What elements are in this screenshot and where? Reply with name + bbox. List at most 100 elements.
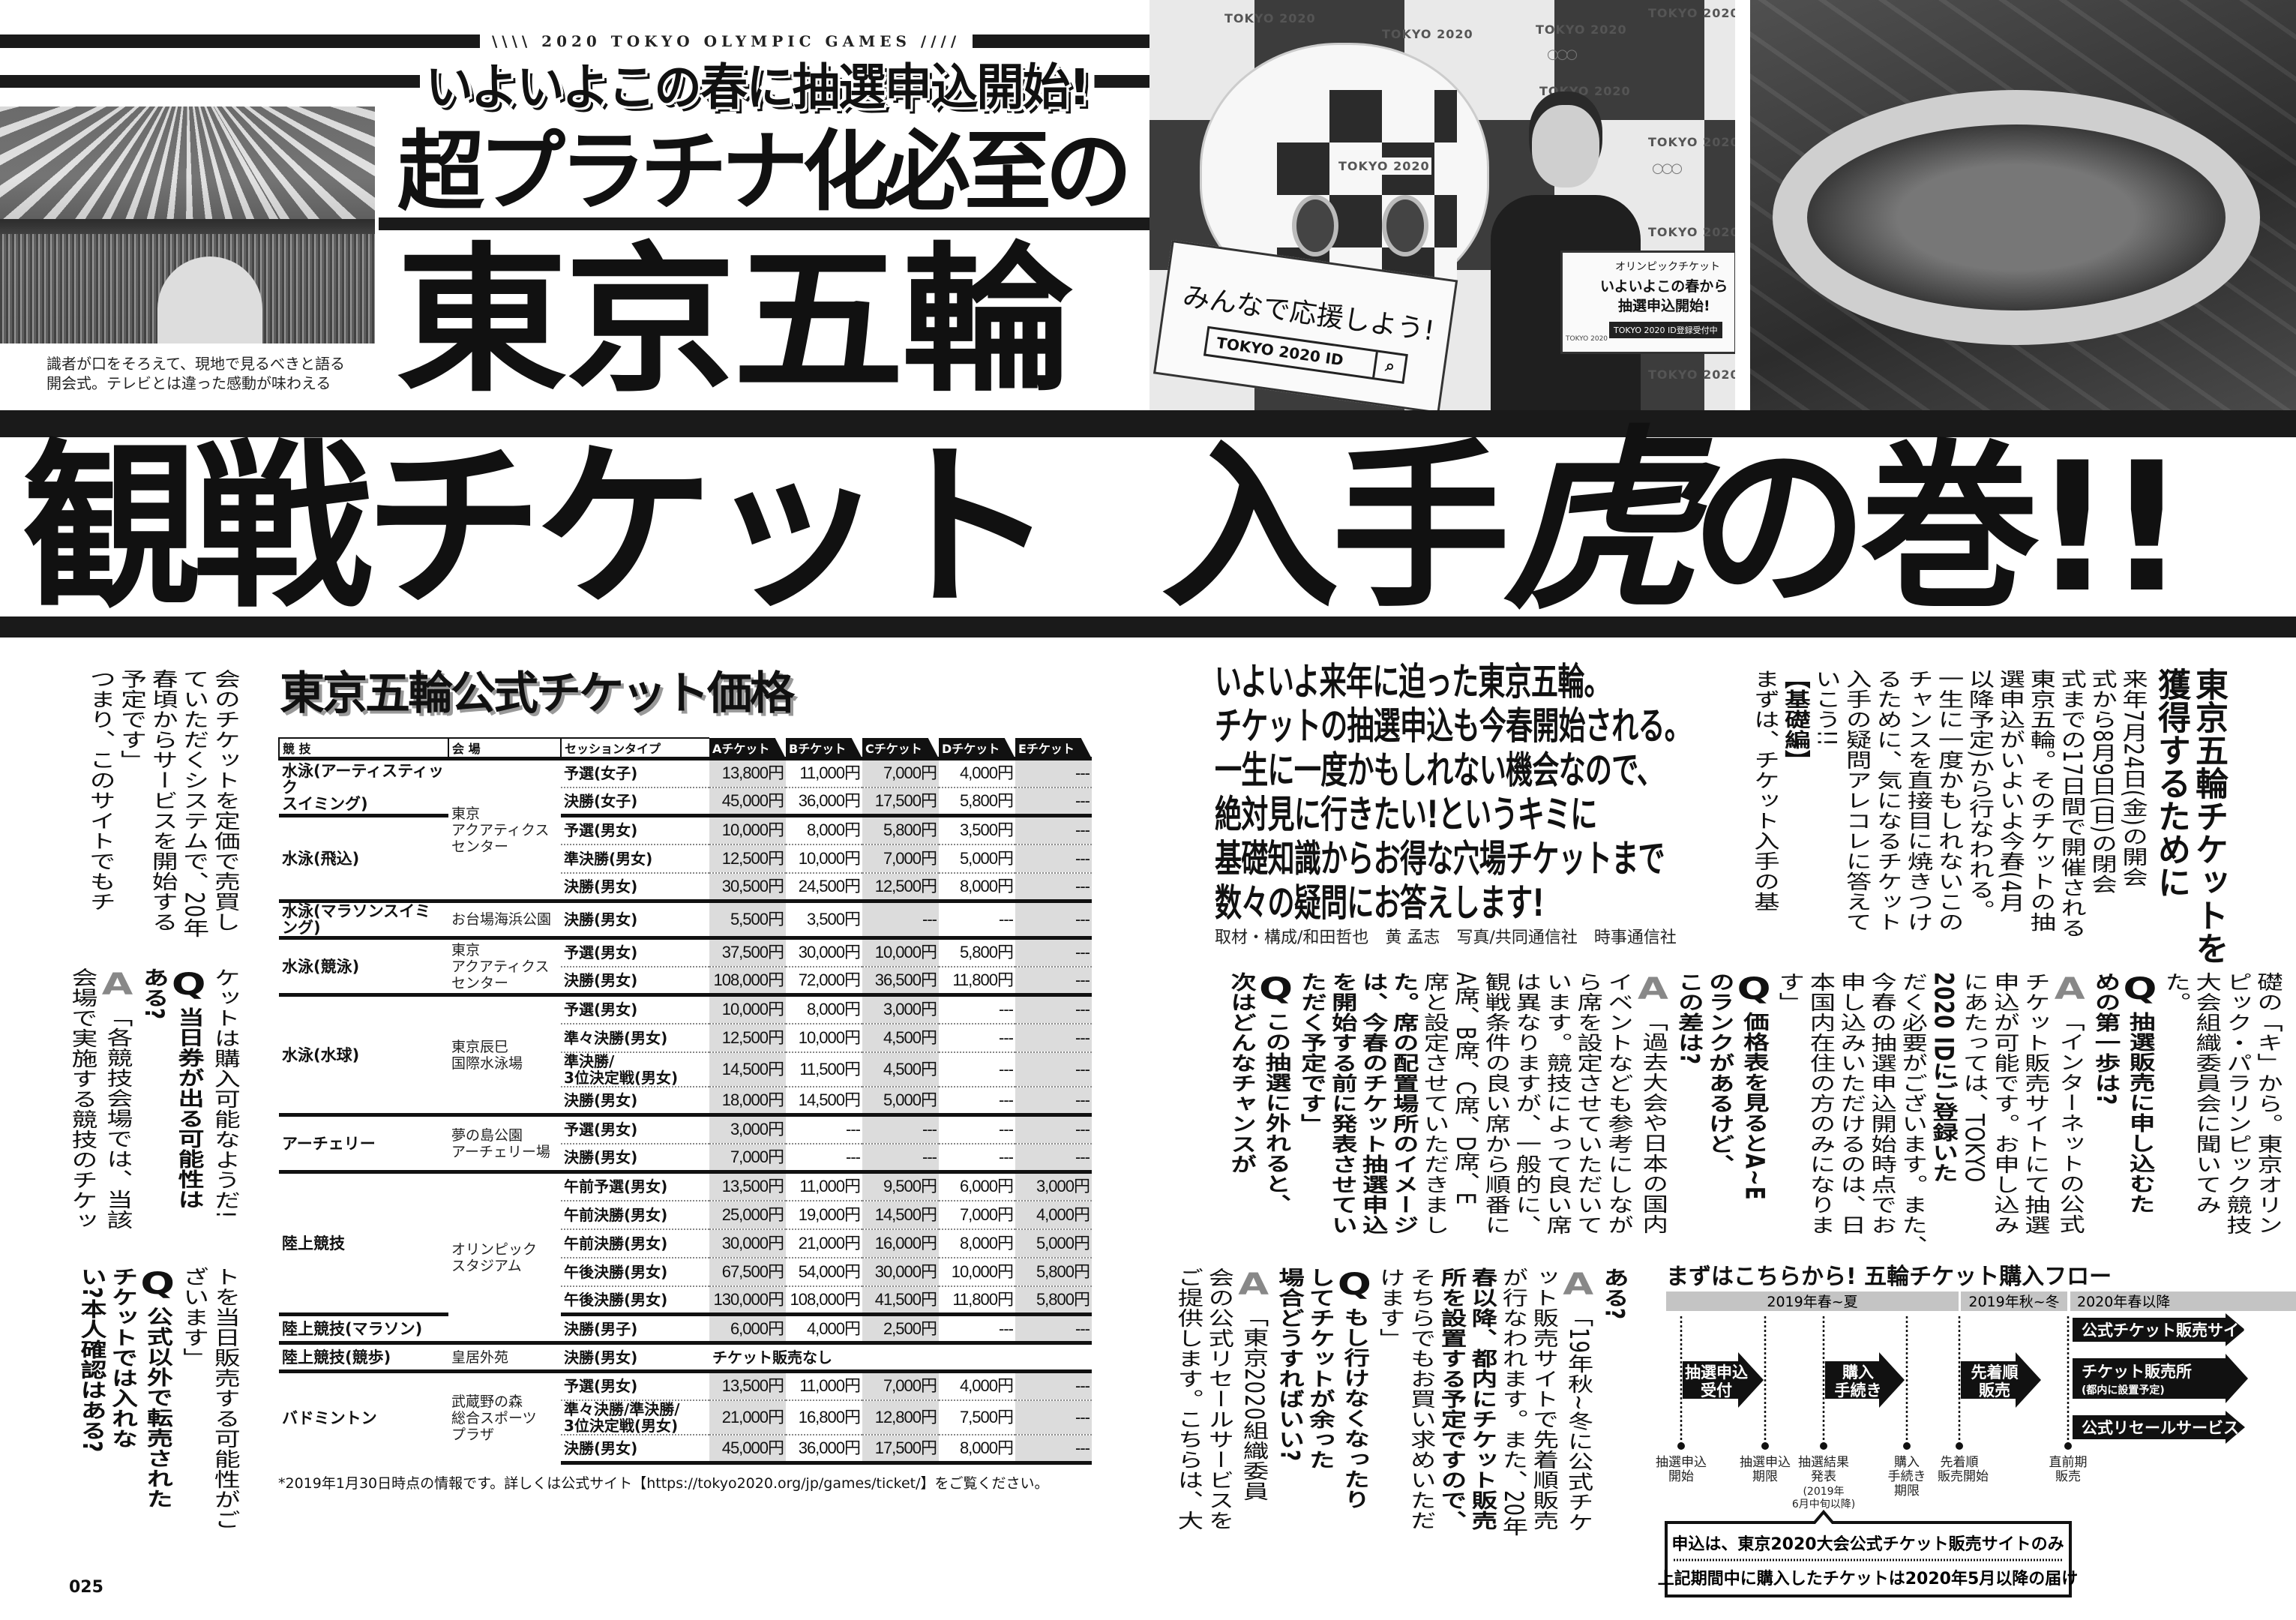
session-cell: 準決勝/ 3位決定戦(男女) [561, 1052, 709, 1088]
price-cell: --- [939, 1143, 1015, 1173]
article-text-intro: 来年7月24日(金)の開会 式から8月9日(日)の閉会 式までの17日間で開催される… [1749, 669, 2148, 938]
session-cell: 午前決勝(男女) [561, 1200, 709, 1230]
text-column: 予定です」 [115, 669, 147, 938]
text-column: 春頃からサービスを開始する [146, 669, 178, 938]
price-cell: --- [1015, 1143, 1092, 1173]
price-cell: --- [786, 1113, 862, 1144]
price-cell: 4,000円 [939, 1370, 1015, 1401]
backdrop-logo: TOKYO 2020 [1382, 27, 1473, 41]
text-column: いこう!! [1810, 669, 1841, 938]
price-cell: 7,000円 [862, 1370, 939, 1401]
price-cell: 17,500円 [862, 787, 939, 817]
column-text: ット販売サイトで先着順販売 [1528, 1268, 1559, 1531]
column-text: 席と設定させていただきまし [1419, 972, 1449, 1235]
session-cell: 決勝(男女) [561, 1341, 709, 1372]
text-column: 選申込がいよいよ今春(4月 [1994, 669, 2025, 938]
question-marker: Q [134, 1267, 181, 1302]
column-text: 東京五輪。そのチケットの抽 [2025, 669, 2056, 932]
column-text: るために、気になるチケット [1872, 669, 1902, 932]
stadium-aerial-photo [1750, 0, 2296, 410]
venue-cell: 皇居外苑 [448, 1341, 561, 1372]
text-column: 申し込みいただけるのは、日 [1835, 972, 1866, 1256]
milestone-note: (2019年 [1803, 1486, 1844, 1498]
column-text: が行なわれます。また、20年 [1497, 1268, 1528, 1538]
price-cell: --- [939, 1113, 1015, 1144]
column-header: Bチケット [786, 738, 862, 759]
price-cell: 21,000円 [709, 1400, 786, 1436]
price-cell: 5,000円 [939, 844, 1015, 874]
event-cell: 水泳(飛込) [279, 814, 448, 902]
column-text: た。席の配置場所のイメージ [1389, 972, 1419, 1235]
column-text: いこう!! [1811, 669, 1841, 747]
table-footnote: *2019年1月30日時点の情報です。詳しくは公式サイト【https://tok… [278, 1475, 1049, 1492]
sign-logo: TOKYO 2020 [1566, 335, 1608, 343]
price-cell: 8,000円 [939, 1434, 1015, 1465]
price-cell: 10,000円 [862, 936, 939, 968]
price-cell: 36,000円 [786, 1434, 862, 1465]
price-cell: 9,500円 [862, 1170, 939, 1202]
channel-arrow [2073, 1411, 2245, 1444]
text-column: A 「各競技会場では、当該 [94, 968, 141, 1231]
text-column: そちらでもお買い求めいただ [1405, 1268, 1436, 1537]
text-column: 以降予定)から行なわれる。 [1963, 669, 1995, 938]
sign-line3: 抽選申込開始! [1618, 298, 1710, 314]
text-column: A 「インターネットの公式 [2047, 972, 2093, 1256]
event-cell: 水泳(アーティスティック スイミング) [279, 757, 448, 816]
table-row: 決勝(男女) 30,500円 24,500円 12,500円 8,000円 --- [279, 872, 1092, 902]
article-text-bottom: ある? A「19年秋~冬に公式チケ ット販売サイトで先着順販売 が行なわれます。また、… [1172, 1268, 1629, 1537]
column-text: 獲得するために [2152, 668, 2190, 898]
price-cell: --- [939, 993, 1015, 1024]
text-column: す」 [1774, 972, 1805, 1256]
price-cell: 5,800円 [862, 814, 939, 845]
column-text: 2020 IDにご登録いた [1928, 972, 1959, 1184]
venue-cell: 東京 アクアティクス センター [448, 757, 561, 902]
price-cell: 3,500円 [786, 899, 862, 939]
column-text: 「インターネットの公式 [2055, 1012, 2085, 1234]
note-line1: 申込は、東京2020大会公式チケット販売サイトのみ [1671, 1534, 2064, 1554]
venue-cell: 東京辰巳 国際水泳場 [448, 993, 561, 1115]
column-text: ある? [138, 968, 169, 1021]
price-cell: --- [1015, 814, 1092, 845]
milestone-note: 6月中旬以降) [1792, 1498, 1855, 1510]
table-row: 準々決勝(男女) 12,500円 10,000円 4,500円 --- --- [279, 1023, 1092, 1053]
column-text: 予定です」 [116, 669, 147, 770]
text-column: 本国内在住の方のみになりま [1804, 972, 1836, 1256]
venue-cell: お台場海浜公園 [448, 899, 561, 938]
price-cell: --- [939, 1023, 1015, 1053]
column-text: 「各競技会場では、当該 [102, 1007, 133, 1230]
table-row: 決勝(男女) 18,000円 14,500円 5,000円 --- --- [279, 1086, 1092, 1116]
price-cell: 108,000円 [786, 1286, 862, 1316]
timeline-dots [1677, 1442, 2072, 1450]
price-cell: 30,500円 [709, 872, 786, 902]
article-text-left-middle: ケットは購入可能なようだ! Q 当日券が出る可能性は ある? A 「各競技会場では、当該会… [66, 968, 240, 1231]
milestone-label: 手続き [1888, 1469, 1926, 1484]
text-column: ある? [137, 968, 169, 1231]
milestone-label: 抽選結果 [1798, 1455, 1849, 1470]
title-tiger: 虎 [1503, 407, 1698, 636]
session-cell: 予選(男女) [561, 1113, 709, 1144]
price-cell: 4,000円 [1015, 1200, 1092, 1230]
price-cell: 45,000円 [709, 1434, 786, 1465]
column-text: チケットでは入れな [107, 1267, 138, 1449]
mascot-eye [1292, 195, 1338, 256]
flow-title: まずはこちらから! 五輪チケット購入フロー [1666, 1264, 2112, 1290]
column-text: 一生に一度かもしれないこの [1933, 669, 1964, 932]
table-row: 午前決勝(男女) 25,000円 19,000円 14,500円 7,000円 4,000… [279, 1200, 1092, 1230]
text-column: A 「19年秋~冬に公式チケ [1555, 1268, 1601, 1537]
price-cell: 11,500円 [786, 1052, 862, 1088]
column-text: た。 [2160, 972, 2191, 1012]
table-row: 水泳(競泳) 東京 アクアティクス センター 予選(男女) 37,500円 30,000… [279, 936, 1092, 995]
table-row: 午後決勝(男女) 67,500円 54,000円 30,000円 10,000円 5,80… [279, 1257, 1092, 1287]
price-cell: --- [786, 1143, 862, 1173]
column-text: この差は? [1674, 972, 1704, 1066]
table-row: 陸上競技 オリンピック スタジアム 午前予選(男女) 13,500円 11,000円 9,… [279, 1170, 1092, 1343]
column-text: す」 [1774, 972, 1805, 1012]
text-column: 所を設置する予定ですので、 [1436, 1268, 1467, 1537]
column-text: そちらでもお買い求めいただ [1406, 1268, 1436, 1531]
column-text: 式から8月9日(日)の閉会 [2087, 669, 2118, 895]
text-column: のランクがあるけど、 [1704, 972, 1734, 1256]
subtitle: いよいよこの春に抽選申込開始! [420, 56, 1095, 120]
text-column: Q この抽選に外れると、 [1253, 972, 1299, 1256]
column-text: 場合どうすればいい? [1274, 1268, 1305, 1462]
column-text: 抽選販売に申し込むた [2125, 1012, 2155, 1214]
